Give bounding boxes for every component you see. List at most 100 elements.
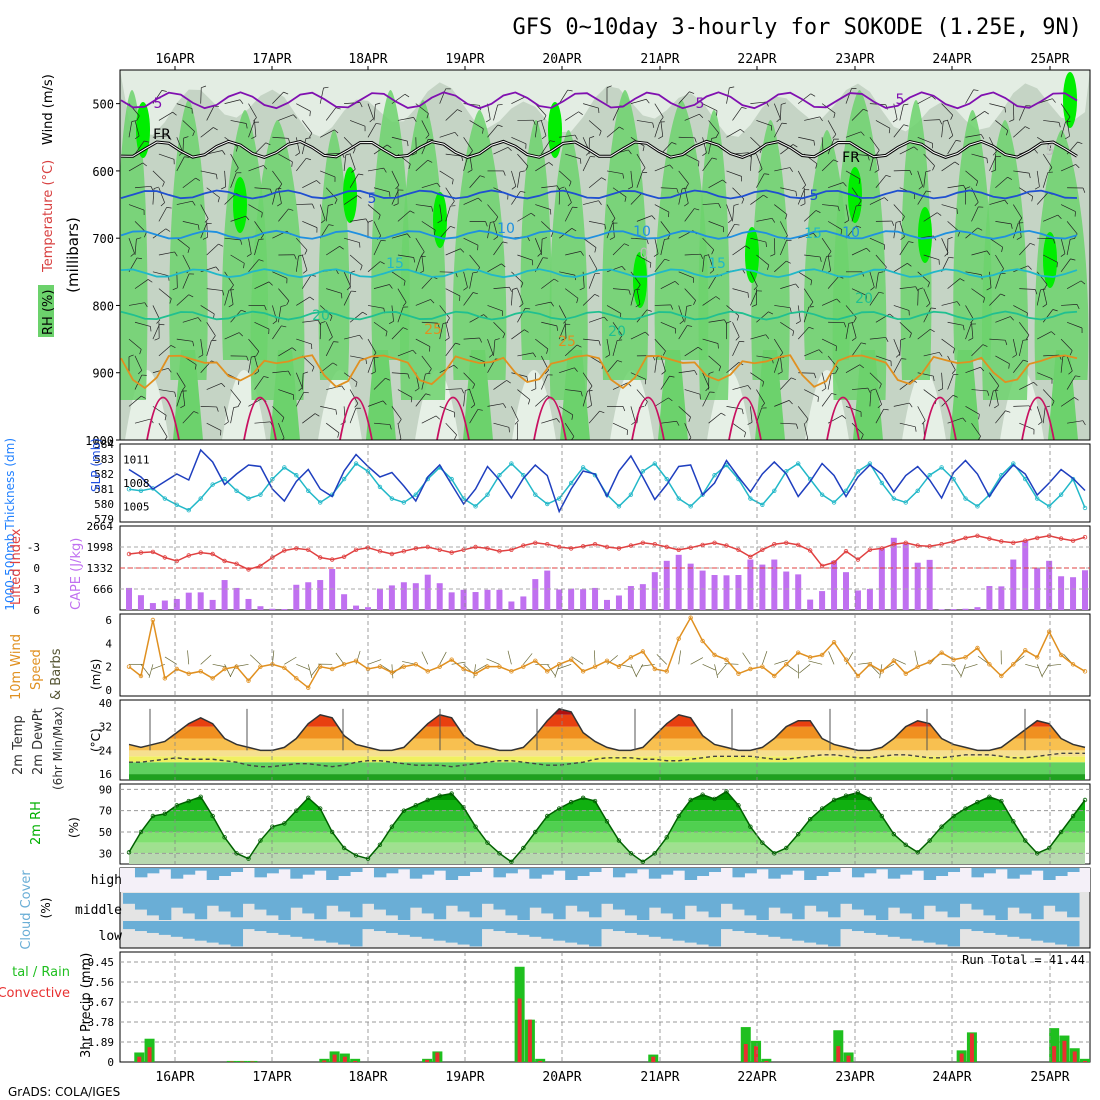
wind-barb-flag bbox=[603, 316, 608, 322]
slp-line-point bbox=[521, 473, 526, 478]
cloud-cover-cell bbox=[744, 921, 757, 933]
wind-speed-line-point bbox=[389, 670, 395, 675]
wind-barb-flag bbox=[150, 326, 152, 332]
lifted-index-line-point bbox=[604, 544, 610, 550]
cloud-cover-cell bbox=[385, 893, 399, 916]
wind-barb bbox=[254, 281, 270, 289]
wind-speed-line-point bbox=[497, 664, 502, 669]
wind-barb-flag bbox=[661, 370, 666, 375]
wind-barb bbox=[517, 171, 521, 188]
wind-barb bbox=[1012, 103, 1015, 120]
wind-barb bbox=[565, 153, 581, 160]
wind-barb-10m bbox=[1047, 663, 1062, 667]
wind-speed-line-point bbox=[246, 678, 251, 683]
wind-barb bbox=[564, 206, 573, 222]
wind-barb-flag bbox=[892, 118, 898, 123]
wind-barb-10m bbox=[714, 664, 719, 679]
cloud-cover-cell bbox=[708, 921, 722, 947]
wind-barb bbox=[421, 254, 425, 271]
wind-barb-flag bbox=[283, 91, 289, 95]
contour-label: 5 bbox=[896, 92, 905, 108]
wind-barb-flag bbox=[218, 243, 224, 247]
wind-barb bbox=[827, 120, 837, 135]
cloud-cover-cell bbox=[601, 893, 614, 904]
wind-barb bbox=[899, 322, 912, 334]
wind-barb-flag bbox=[531, 388, 536, 392]
wind-barb-flag bbox=[455, 342, 461, 345]
slp-line-point bbox=[712, 473, 717, 478]
wind-speed-line-point bbox=[796, 650, 801, 655]
cloud-cover-cell bbox=[768, 921, 781, 937]
wind-barb-flag bbox=[741, 107, 747, 109]
wind-barb bbox=[989, 237, 1003, 248]
wind-barb-flag bbox=[197, 317, 202, 322]
wind-barb bbox=[320, 406, 336, 411]
wind-barb-flag bbox=[281, 325, 287, 328]
lifted-index-line-point bbox=[784, 540, 789, 545]
wind-barb-flag bbox=[827, 251, 832, 256]
wind-barb bbox=[128, 302, 145, 306]
wind-barb bbox=[612, 221, 615, 238]
wind-barb-flag bbox=[455, 272, 458, 278]
cloud-cover-cell bbox=[959, 893, 972, 904]
lifted-index-tick-label: -3 bbox=[27, 541, 40, 554]
wind-barb bbox=[612, 288, 629, 291]
temp-tick-label: 16 bbox=[99, 768, 112, 781]
cloud-cover-cell bbox=[720, 921, 733, 930]
isotherm-line bbox=[120, 91, 1078, 110]
wind-barb bbox=[224, 406, 229, 422]
wind-barb-flag bbox=[805, 418, 809, 424]
wind-barb-flag bbox=[245, 123, 248, 129]
cloud-cover-cell bbox=[708, 893, 722, 918]
wind-barb bbox=[511, 136, 527, 145]
precip-convective-bar bbox=[1062, 1040, 1067, 1062]
wind-barb-flag bbox=[747, 421, 753, 425]
wind-barb bbox=[248, 165, 264, 172]
wind-barb bbox=[995, 120, 1009, 131]
wind-barb bbox=[487, 124, 499, 138]
rh-saturated-core bbox=[548, 102, 562, 158]
cloud-cover-cell bbox=[840, 893, 853, 904]
wind-barb-flag bbox=[842, 182, 847, 187]
wind-barb-flag bbox=[311, 366, 315, 372]
wind-barb bbox=[469, 120, 484, 129]
cape-bar bbox=[938, 609, 945, 610]
wind-barb-flag bbox=[435, 415, 441, 420]
precip-convective-bar bbox=[147, 1047, 152, 1062]
wind-barb-flag bbox=[407, 141, 409, 147]
cloud-cover-cell bbox=[672, 921, 686, 941]
cloud-cover-cell bbox=[242, 893, 255, 904]
wind-barb bbox=[302, 120, 313, 134]
wind-barb bbox=[803, 423, 809, 439]
wind-speed-line-point bbox=[329, 666, 335, 672]
cloud-cover-cell bbox=[529, 893, 542, 908]
wind-barb-flag bbox=[1060, 253, 1066, 257]
wind-speed-line-point bbox=[341, 662, 347, 667]
wind-barb bbox=[606, 339, 611, 355]
slp-line-point bbox=[999, 473, 1004, 478]
wind-speed-line bbox=[128, 616, 1086, 689]
cape-bar bbox=[1022, 540, 1029, 610]
wind-barb bbox=[230, 407, 234, 424]
wind-barb bbox=[134, 140, 145, 155]
rh-low-region bbox=[120, 70, 1090, 137]
lifted-index-line-point bbox=[975, 533, 980, 538]
temp-color-band bbox=[129, 774, 1085, 780]
wind-barb bbox=[827, 182, 844, 189]
wind-barb-10m bbox=[717, 664, 727, 676]
wind-barb-flag bbox=[867, 155, 870, 161]
cloud-cover-cell bbox=[493, 868, 506, 878]
date-label-bottom: 21APR bbox=[640, 1070, 679, 1085]
precip-convective-bar bbox=[250, 1061, 255, 1062]
wind-speed-line-point bbox=[676, 636, 681, 641]
wind-barb-10m bbox=[523, 653, 533, 665]
wind-barb bbox=[774, 167, 791, 172]
wind-barb bbox=[636, 215, 652, 222]
wind-barb-flag bbox=[903, 124, 909, 127]
wind-barb-flag bbox=[909, 402, 913, 408]
wind-barb-flag bbox=[216, 174, 218, 180]
wind-barb bbox=[176, 237, 190, 249]
wind-barb-flag bbox=[139, 349, 142, 355]
wind-barb bbox=[750, 372, 764, 382]
isotherm-line bbox=[120, 189, 1078, 200]
